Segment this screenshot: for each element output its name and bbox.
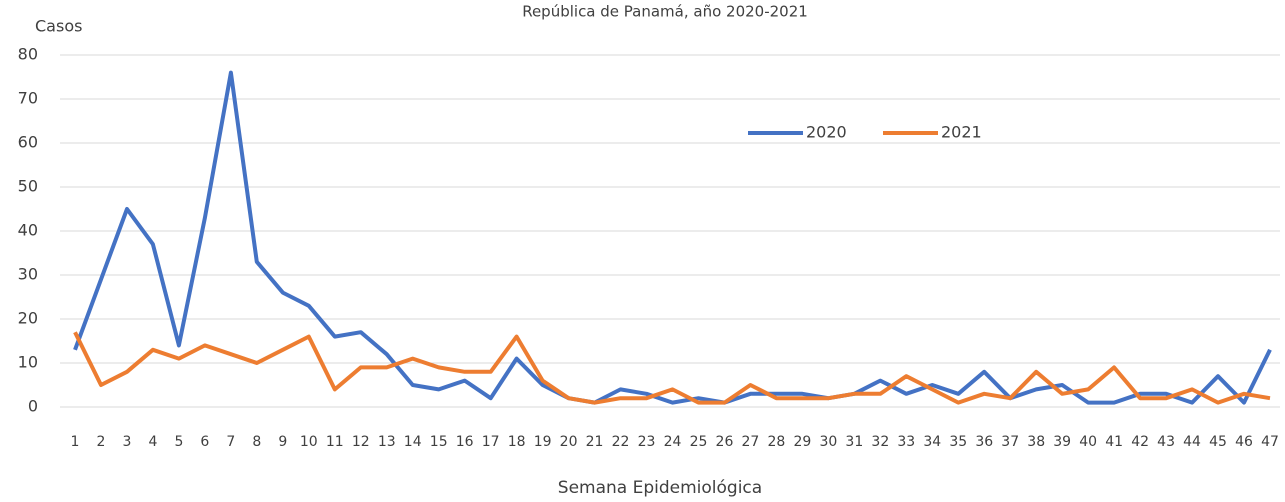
chart-title: República de Panamá, año 2020-2021	[522, 3, 808, 21]
y-tick-label: 50	[18, 177, 38, 196]
x-tick-label: 46	[1235, 434, 1253, 450]
x-tick-label: 16	[456, 434, 474, 450]
x-tick-label: 10	[300, 434, 318, 450]
x-tick-label: 22	[612, 434, 630, 450]
legend-label: 2020	[806, 123, 847, 142]
x-tick-label: 25	[690, 434, 708, 450]
x-tick-label: 1	[71, 434, 80, 450]
x-tick-label: 3	[122, 434, 131, 450]
x-tick-label: 28	[767, 434, 785, 450]
y-tick-label: 0	[28, 397, 38, 416]
x-tick-label: 5	[174, 434, 183, 450]
x-tick-label: 9	[278, 434, 287, 450]
x-tick-label: 14	[404, 434, 422, 450]
x-tick-label: 20	[560, 434, 578, 450]
y-tick-label: 30	[18, 265, 38, 284]
x-tick-label: 29	[793, 434, 811, 450]
x-tick-label: 39	[1053, 434, 1071, 450]
x-tick-label: 36	[975, 434, 993, 450]
x-tick-label: 34	[923, 434, 941, 450]
x-tick-label: 32	[871, 434, 889, 450]
x-tick-label: 18	[508, 434, 526, 450]
x-tick-label: 26	[716, 434, 734, 450]
x-tick-label: 35	[949, 434, 967, 450]
y-tick-label: 70	[18, 89, 38, 108]
x-tick-label: 30	[819, 434, 837, 450]
x-tick-label: 44	[1183, 434, 1201, 450]
y-tick-label: 40	[18, 221, 38, 240]
x-tick-label: 13	[378, 434, 396, 450]
x-tick-label: 8	[252, 434, 261, 450]
y-tick-label: 10	[18, 353, 38, 372]
x-tick-label: 27	[742, 434, 760, 450]
x-tick-label: 24	[664, 434, 682, 450]
x-tick-label: 11	[326, 434, 344, 450]
x-tick-label: 6	[200, 434, 209, 450]
x-tick-label: 21	[586, 434, 604, 450]
x-tick-label: 7	[226, 434, 235, 450]
x-tick-label: 33	[897, 434, 915, 450]
x-tick-label: 42	[1131, 434, 1149, 450]
y-axis-label: Casos	[35, 17, 82, 36]
legend-label: 2021	[941, 123, 982, 142]
x-tick-label: 41	[1105, 434, 1123, 450]
x-axis-label: Semana Epidemiológica	[558, 478, 762, 498]
y-tick-label: 80	[18, 45, 38, 64]
x-tick-label: 12	[352, 434, 370, 450]
series-line	[73, 331, 1271, 405]
x-tick-label: 43	[1157, 434, 1175, 450]
x-tick-label: 38	[1027, 434, 1045, 450]
x-tick-label: 4	[148, 434, 157, 450]
x-tick-label: 15	[430, 434, 448, 450]
series-line	[73, 70, 1272, 405]
y-tick-label: 20	[18, 309, 38, 328]
x-tick-label: 31	[845, 434, 863, 450]
x-tick-label: 37	[1001, 434, 1019, 450]
x-tick-label: 23	[638, 434, 656, 450]
x-tick-label: 17	[482, 434, 500, 450]
x-tick-label: 19	[534, 434, 552, 450]
y-tick-label: 60	[18, 133, 38, 152]
x-tick-label: 45	[1209, 434, 1227, 450]
x-tick-label: 2	[97, 434, 106, 450]
x-tick-label: 40	[1079, 434, 1097, 450]
x-tick-label: 47	[1261, 434, 1279, 450]
